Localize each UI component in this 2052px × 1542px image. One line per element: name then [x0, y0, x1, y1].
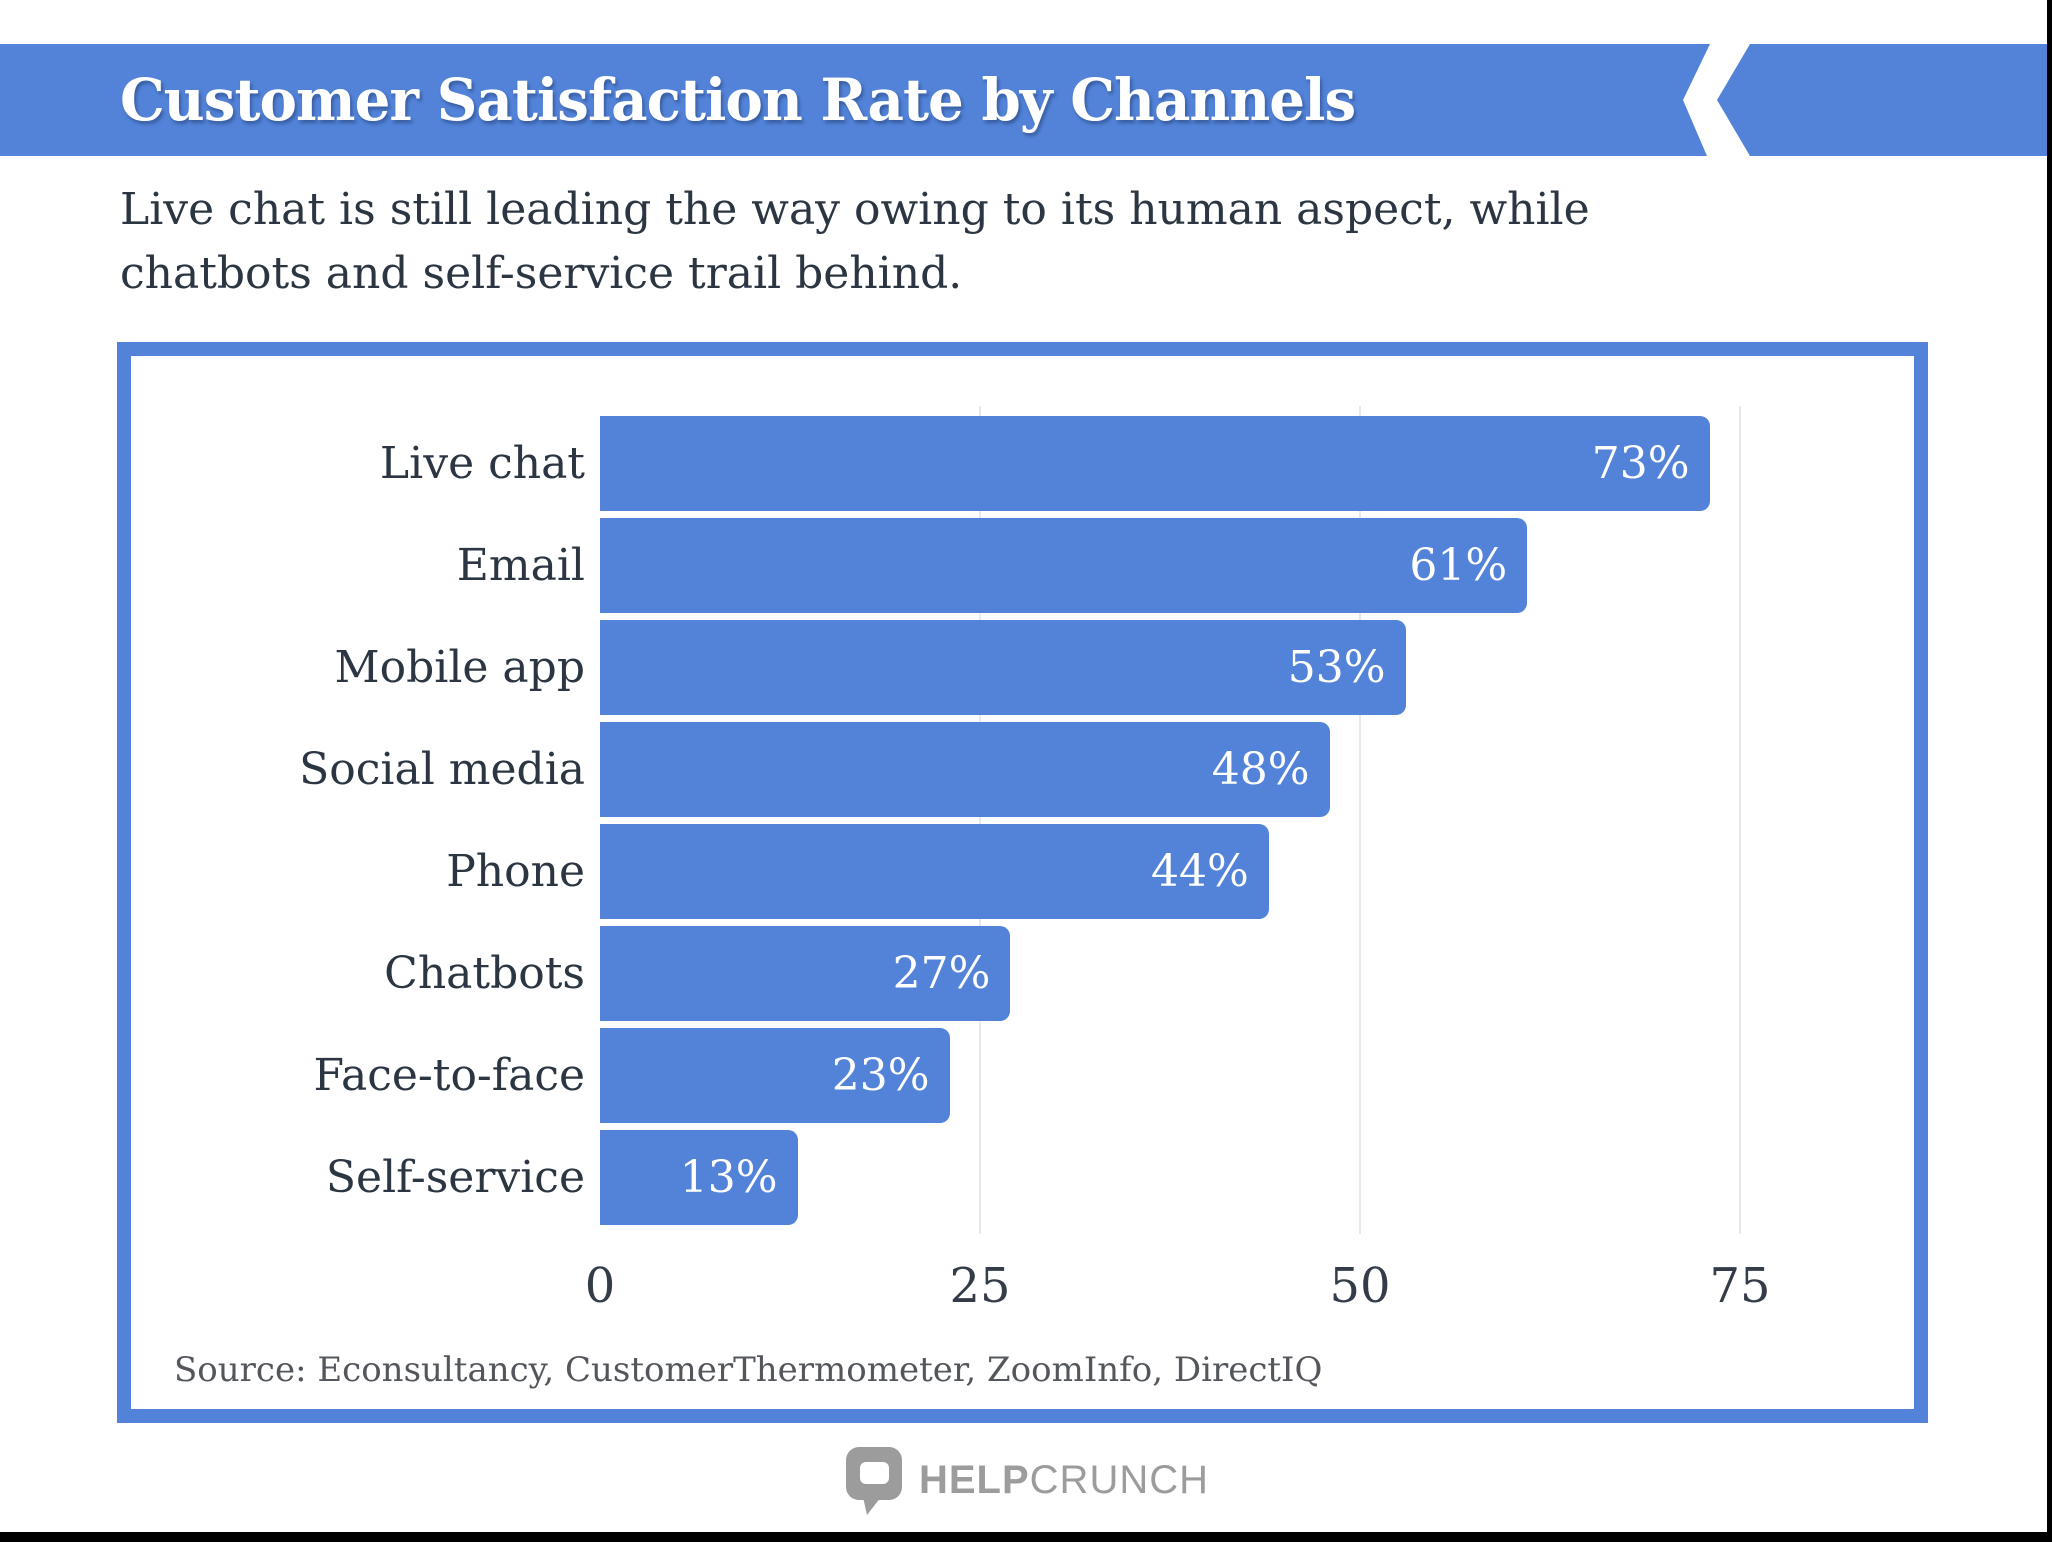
bar-row: Phone 44%	[131, 820, 1816, 922]
bar-value-label: 13%	[679, 1151, 778, 1203]
bar-row: Email 61%	[131, 514, 1816, 616]
bar-value-label: 53%	[1287, 641, 1386, 693]
speech-bubble-icon	[845, 1447, 902, 1515]
chevron-left-icon	[1683, 44, 1750, 156]
bar-rows: Live chat 73% Email 61% Mobile app 53% Social …	[131, 412, 1816, 1228]
category-label: Mobile app	[334, 641, 585, 693]
category-label: Social media	[299, 743, 585, 795]
bar: 27%	[600, 925, 1011, 1021]
category-label: Email	[456, 539, 585, 591]
bar-track: 13%	[600, 1129, 1816, 1225]
gridline	[979, 406, 981, 1234]
bar-value-label: 73%	[1591, 437, 1690, 489]
gridline	[1739, 406, 1741, 1234]
category-label: Self-service	[325, 1151, 585, 1203]
bar-value-label: 61%	[1409, 539, 1508, 591]
category-label: Live chat	[379, 437, 585, 489]
screenshot-right-edge	[2047, 0, 2052, 1542]
bar-track: 53%	[600, 619, 1816, 715]
x-axis-tick-label: 0	[584, 1258, 616, 1314]
bar: 53%	[600, 619, 1406, 715]
bar-row: Live chat 73%	[131, 412, 1816, 514]
header-band: Customer Satisfaction Rate by Channels	[0, 44, 2047, 156]
brand-wordmark: HELPCRUNCH	[919, 1458, 1209, 1503]
subtitle-line-2: chatbots and self-service trail behind.	[120, 248, 963, 299]
bar-track: 48%	[600, 721, 1816, 817]
screenshot-bottom-edge	[0, 1532, 2052, 1542]
bar-track: 73%	[600, 415, 1816, 511]
bar: 44%	[600, 823, 1269, 919]
bar-track: 23%	[600, 1027, 1816, 1123]
bar-row: Mobile app 53%	[131, 616, 1816, 718]
subtitle-line-1: Live chat is still leading the way owing…	[120, 184, 1590, 235]
bar-row: Chatbots 27%	[131, 922, 1816, 1024]
bar-track: 61%	[600, 517, 1816, 613]
page-title: Customer Satisfaction Rate by Channels	[120, 66, 1356, 134]
bar-row: Face-to-face 23%	[131, 1024, 1816, 1126]
bar-value-label: 23%	[831, 1049, 930, 1101]
category-label: Face-to-face	[313, 1049, 585, 1101]
source-note: Source: Econsultancy, CustomerThermomete…	[174, 1350, 1323, 1390]
bar-value-label: 44%	[1151, 845, 1249, 897]
brand-word-help: HELP	[918, 1457, 1030, 1502]
x-axis: 0 25 50 75	[585, 1255, 1816, 1317]
chart-panel: Live chat 73% Email 61% Mobile app 53% Social …	[117, 342, 1928, 1423]
x-axis-tick-label: 25	[949, 1258, 1011, 1314]
bar: 73%	[600, 415, 1710, 511]
bar-row: Social media 48%	[131, 718, 1816, 820]
gridline	[1359, 406, 1361, 1234]
bar: 61%	[600, 517, 1528, 613]
bar-row: Self-service 13%	[131, 1126, 1816, 1228]
subtitle: Live chat is still leading the way owing…	[120, 178, 1840, 306]
x-axis-tick-label: 75	[1709, 1258, 1771, 1314]
brand-logo: HELPCRUNCH	[0, 1445, 2052, 1515]
bar-value-label: 27%	[892, 947, 991, 999]
bar-chart: Live chat 73% Email 61% Mobile app 53% Social …	[131, 406, 1816, 1234]
x-axis-tick-label: 50	[1329, 1258, 1391, 1314]
bar-track: 27%	[600, 925, 1816, 1021]
bar: 13%	[600, 1129, 798, 1225]
category-label: Chatbots	[384, 947, 585, 999]
bar: 23%	[600, 1027, 950, 1123]
category-label: Phone	[446, 845, 585, 897]
bar-track: 44%	[600, 823, 1816, 919]
bar-value-label: 48%	[1211, 743, 1310, 795]
grid-layer	[600, 406, 1816, 1234]
brand-word-crunch: CRUNCH	[1029, 1457, 1209, 1502]
bar: 48%	[600, 721, 1330, 817]
